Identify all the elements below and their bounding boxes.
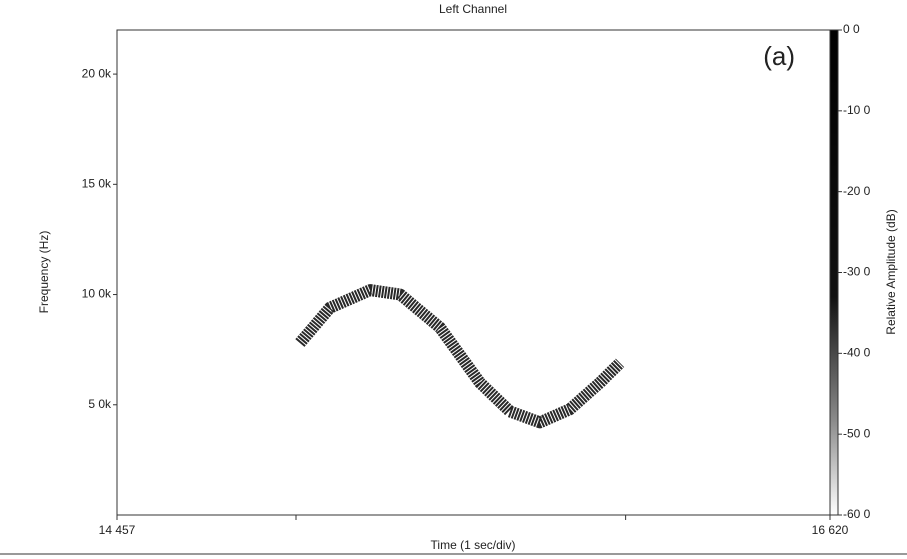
frequency-trace bbox=[295, 284, 625, 429]
x-tick-label: 16 620 bbox=[812, 523, 849, 537]
colorbar-tick-label: 0 0 bbox=[843, 22, 860, 36]
colorbar-tick-label: -20 0 bbox=[843, 184, 871, 198]
y-tick-label: 10 0k bbox=[82, 287, 112, 301]
colorbar-tick-label: -10 0 bbox=[843, 103, 871, 117]
y-axis-label: Frequency (Hz) bbox=[37, 231, 51, 314]
chart-title: Left Channel bbox=[439, 2, 507, 16]
y-tick-label: 20 0k bbox=[82, 66, 112, 80]
x-tick-label: 14 457 bbox=[99, 523, 136, 537]
colorbar-tick-label: -30 0 bbox=[843, 265, 871, 279]
y-tick-label: 15 0k bbox=[82, 176, 112, 190]
colorbar-tick-label: -50 0 bbox=[843, 426, 871, 440]
y-tick-label: 5 0k bbox=[88, 397, 112, 411]
colorbar bbox=[829, 29, 839, 516]
x-axis-label: Time (1 sec/div) bbox=[431, 538, 516, 552]
colorbar-tick-label: -60 0 bbox=[843, 507, 871, 521]
colorbar-tick-label: -40 0 bbox=[843, 346, 871, 360]
annotation: (a) bbox=[763, 41, 795, 71]
colorbar-label: Relative Amplitude (dB) bbox=[884, 209, 898, 334]
plot-frame bbox=[116, 29, 831, 516]
